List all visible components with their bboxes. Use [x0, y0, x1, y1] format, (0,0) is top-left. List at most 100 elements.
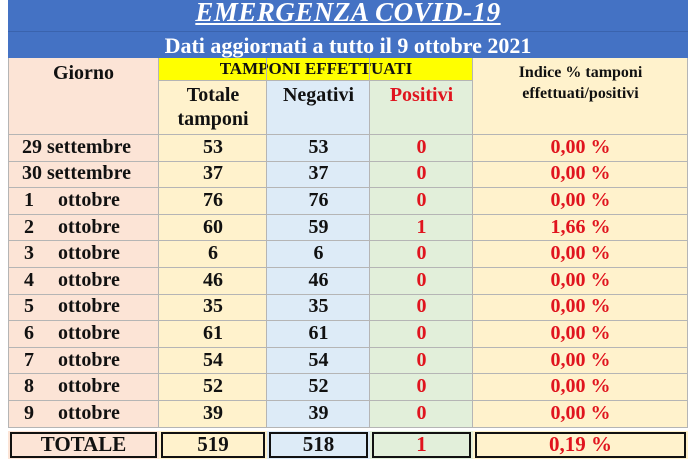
cell-totale: 54 — [159, 346, 267, 374]
day-month: ottobre — [58, 375, 120, 398]
cell-giorno: 8 ottobre — [8, 373, 159, 400]
cell-indice: 0,00 % — [473, 293, 688, 321]
cell-negativi: 52 — [267, 373, 370, 400]
cell-totale: 61 — [159, 320, 267, 347]
grid-hline — [8, 426, 688, 428]
cell-positivi: 0 — [370, 346, 473, 374]
header-tamponi-group: TAMPONI EFFETTUATI — [159, 58, 473, 80]
cell-giorno: 30 settembre — [8, 160, 159, 188]
cell-giorno: 4 ottobre — [8, 267, 159, 294]
cell-totale: 39 — [159, 400, 267, 427]
header-positivi: Positivi — [370, 80, 473, 134]
day-label: 29 settembre — [22, 135, 132, 158]
cell-negativi: 76 — [267, 187, 370, 214]
cell-negativi: 53 — [267, 134, 370, 161]
cell-indice: 0,00 % — [473, 320, 688, 347]
header-positivi-label: Positivi — [389, 84, 454, 106]
cell-negativi: 39 — [267, 400, 370, 427]
cell-indice: 0,00 % — [473, 240, 688, 267]
grid-vline — [158, 58, 159, 427]
cell-totale: 53 — [159, 134, 267, 161]
day-month: ottobre — [58, 321, 120, 344]
day-number: 2 — [24, 215, 34, 238]
cell-positivi: 0 — [370, 160, 473, 188]
cell-giorno: 5 ottobre — [8, 293, 159, 321]
cell-indice: 0,00 % — [473, 267, 688, 294]
totals-positivi: 1 — [370, 430, 473, 459]
grid-hline — [8, 373, 688, 375]
day-number: 7 — [24, 348, 34, 371]
grid-hline — [8, 400, 688, 401]
cell-positivi: 1 — [370, 213, 473, 241]
cell-indice: 0,00 % — [473, 187, 688, 214]
cell-totale: 60 — [159, 213, 267, 241]
cell-indice: 0,00 % — [473, 346, 688, 374]
cell-positivi: 0 — [370, 320, 473, 347]
cell-negativi: 37 — [267, 160, 370, 188]
totals-cell-border — [475, 431, 686, 458]
grid-vline — [266, 58, 267, 427]
day-month: ottobre — [58, 295, 120, 318]
cell-positivi: 0 — [370, 134, 473, 161]
day-month: ottobre — [58, 215, 120, 238]
cell-positivi: 0 — [370, 267, 473, 294]
day-month: ottobre — [58, 401, 120, 424]
day-month: ottobre — [58, 188, 120, 211]
cell-giorno: 9 ottobre — [8, 400, 159, 427]
cell-positivi: 0 — [370, 187, 473, 214]
cell-giorno: 3 ottobre — [8, 240, 159, 267]
cell-totale: 46 — [159, 267, 267, 294]
header-totale-line2: tamponi — [177, 108, 249, 130]
day-label: 30 settembre — [22, 162, 132, 185]
cell-giorno: 6 ottobre — [8, 320, 159, 347]
day-number: 8 — [24, 375, 34, 398]
page-title: EMERGENZA COVID-19 — [195, 0, 501, 27]
grid-vline — [472, 58, 473, 427]
cell-totale: 35 — [159, 293, 267, 321]
cell-indice: 0,00 % — [473, 400, 688, 427]
header-giorno: Giorno — [8, 58, 159, 134]
grid-hline — [8, 346, 688, 348]
cell-giorno: 7 ottobre — [8, 346, 159, 374]
header-negativi: Negativi — [267, 80, 370, 134]
cell-positivi: 0 — [370, 400, 473, 427]
header-totale: Totale tamponi — [159, 80, 267, 134]
totals-negativi: 518 — [267, 430, 370, 459]
totals-label: TOTALE — [8, 430, 159, 459]
grid-hline — [8, 267, 688, 268]
day-number: 1 — [24, 188, 34, 211]
grid-hline — [8, 320, 688, 322]
header-negativi-label: Negativi — [282, 84, 355, 106]
cell-giorno: 29 settembre — [8, 134, 159, 161]
totals-cell-border — [10, 431, 157, 458]
header-indice-line1: Indice % tamponi — [518, 64, 643, 81]
cell-giorno: 2 ottobre — [8, 213, 159, 241]
totals-cell-border — [372, 431, 471, 458]
grid-vline — [8, 58, 9, 427]
cell-negativi: 54 — [267, 346, 370, 374]
cell-positivi: 0 — [370, 373, 473, 400]
day-month: ottobre — [58, 348, 120, 371]
grid-hline — [8, 187, 688, 189]
cell-negativi: 35 — [267, 293, 370, 321]
cell-totale: 6 — [159, 240, 267, 267]
day-number: 6 — [24, 321, 34, 344]
cell-giorno: 1 ottobre — [8, 187, 159, 214]
totals-cell-border — [161, 431, 265, 458]
header-totale-line1: Totale — [186, 84, 240, 106]
totals-cell-border — [269, 431, 368, 458]
cell-positivi: 0 — [370, 240, 473, 267]
grid-hline — [8, 293, 688, 295]
title-band: EMERGENZA COVID-19 — [8, 0, 688, 31]
grid-hline — [159, 80, 473, 81]
cell-indice: 0,00 % — [473, 373, 688, 400]
cell-indice: 1,66 % — [473, 213, 688, 241]
header-indice: Indice % tamponi effettuati/positivi — [473, 58, 688, 134]
cell-positivi: 0 — [370, 293, 473, 321]
day-number: 5 — [24, 295, 34, 318]
day-number: 3 — [24, 242, 34, 265]
cell-negativi: 46 — [267, 267, 370, 294]
cell-negativi: 59 — [267, 213, 370, 241]
totals-totale: 519 — [159, 430, 267, 459]
header-indice-line2: effettuati/positivi — [522, 85, 639, 102]
